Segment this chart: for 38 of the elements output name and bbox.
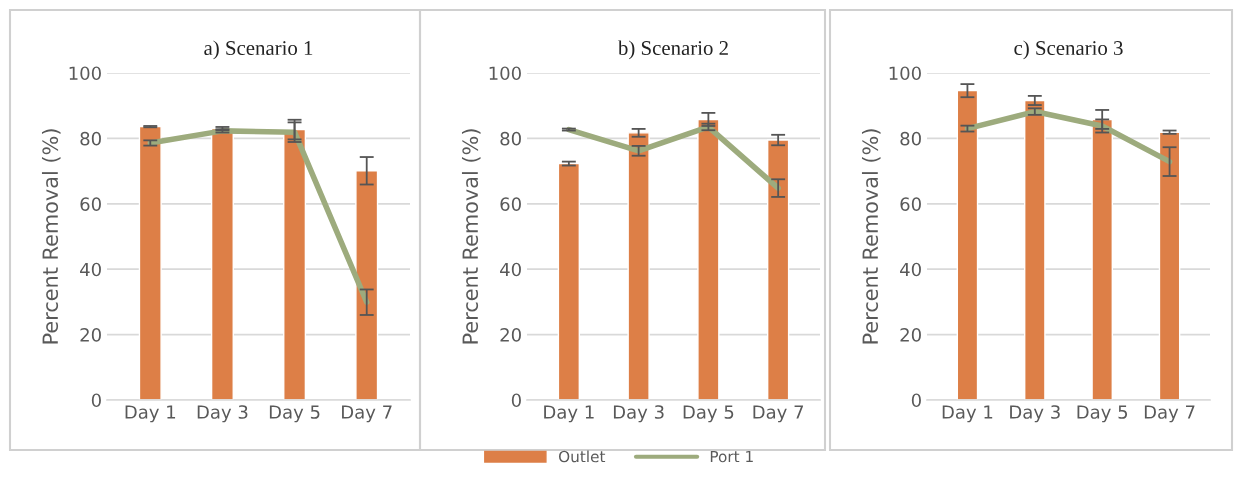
y-axis-title: Percent Removal (%) xyxy=(461,129,481,344)
x-tick-label: Day 7 xyxy=(342,405,392,423)
y-tick-label: 40 xyxy=(80,262,101,277)
y-tick-label: 60 xyxy=(900,197,921,211)
y-tick-label: 60 xyxy=(80,197,101,211)
y-tick-label: 0 xyxy=(91,393,101,408)
y-tick-label: 80 xyxy=(80,131,101,146)
y-tick-label: 40 xyxy=(900,262,921,277)
y-tick-label: 20 xyxy=(500,328,521,342)
x-tick-label: Day 3 xyxy=(197,405,248,423)
y-tick-label: 20 xyxy=(900,328,921,342)
x-tick-label: Day 5 xyxy=(269,405,320,423)
x-tick-label: Day 5 xyxy=(683,405,734,423)
y-axis-title: Percent Removal (%) xyxy=(861,129,881,344)
y-tick-label: 100 xyxy=(69,66,101,81)
y-tick-label: 40 xyxy=(500,262,521,277)
x-tick-label: Day 1 xyxy=(942,405,993,423)
y-tick-label: 100 xyxy=(489,66,521,81)
x-tick-label: Day 1 xyxy=(544,405,594,423)
x-tick-label: Day 3 xyxy=(613,405,664,423)
y-tick-label: 20 xyxy=(80,328,101,342)
legend-label: Outlet xyxy=(558,450,606,463)
x-tick-label: Day 7 xyxy=(1144,405,1195,423)
x-tick-label: Day 3 xyxy=(1010,405,1060,423)
y-tick-label: 60 xyxy=(500,197,521,211)
y-tick-label: 100 xyxy=(889,66,921,81)
legend-label: Port 1 xyxy=(710,450,753,463)
x-tick-label: Day 5 xyxy=(1077,405,1128,423)
y-tick-label: 0 xyxy=(511,393,521,408)
chart-title: a) Scenario 1 xyxy=(204,40,313,60)
y-tick-label: 0 xyxy=(911,393,921,408)
x-tick-label: Day 1 xyxy=(125,405,176,423)
y-tick-label: 80 xyxy=(900,131,921,146)
x-tick-label: Day 7 xyxy=(753,405,804,423)
chart-title: b) Scenario 2 xyxy=(617,40,728,60)
y-axis-title: Percent Removal (%) xyxy=(41,129,61,344)
y-tick-label: 80 xyxy=(500,131,521,146)
chart-title: c) Scenario 3 xyxy=(1014,40,1123,60)
